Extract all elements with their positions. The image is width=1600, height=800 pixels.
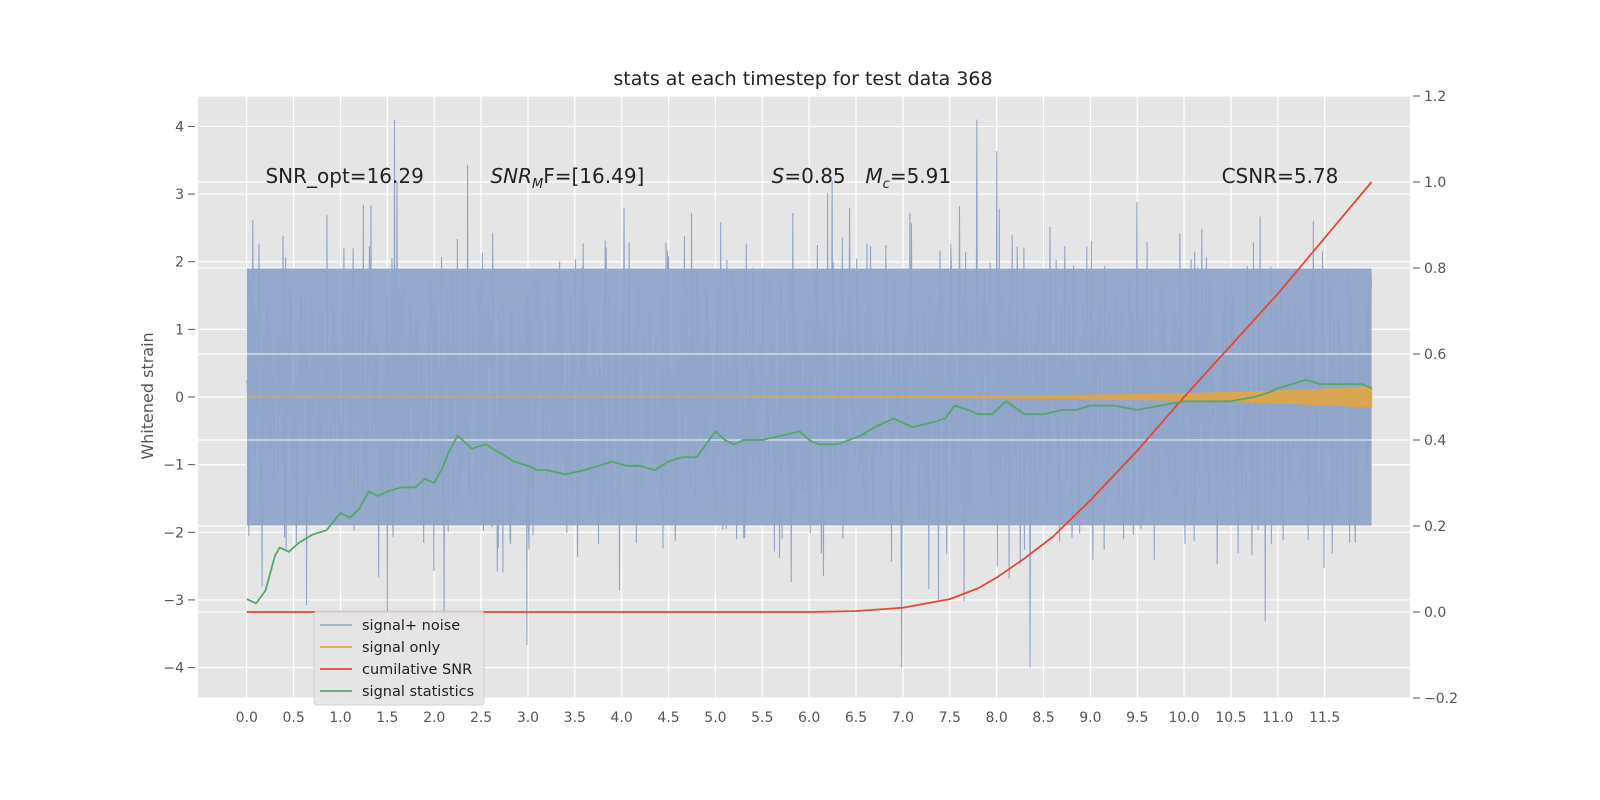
line-series <box>246 181 1373 613</box>
x-tick-label: 9.5 <box>1126 710 1148 726</box>
x-tick-label: 9.0 <box>1079 710 1101 726</box>
legend-label: signal+ noise <box>362 618 460 634</box>
x-tick-label: 1.5 <box>376 710 398 726</box>
x-tick-label: 6.5 <box>845 710 867 726</box>
y-tick-label: −2 <box>163 525 184 541</box>
y2-tick-label: 1.0 <box>1424 175 1446 191</box>
signal-noise-line <box>246 119 1373 668</box>
y-axis-label: Whitened strain <box>138 332 157 459</box>
annotation-text: S=0.85 <box>772 164 846 188</box>
series-line-2 <box>246 181 1373 613</box>
y-tick-label: 4 <box>175 119 184 135</box>
annotation-text: SNR_opt=16.29 <box>265 164 423 188</box>
x-tick-label: 10.0 <box>1169 710 1200 726</box>
series-line-3 <box>246 378 1372 605</box>
legend-box <box>313 610 485 706</box>
legend-label: cumilative SNR <box>362 662 472 678</box>
x-tick-label: 8.5 <box>1032 710 1054 726</box>
y-tick-label: −1 <box>163 458 184 474</box>
y-tick-label: 0 <box>175 390 184 406</box>
legend-label: signal only <box>362 640 441 656</box>
annotation-text: CSNR=5.78 <box>1222 164 1339 188</box>
x-tick-label: 7.0 <box>892 710 914 726</box>
y2-tick-label: 1.2 <box>1424 89 1446 105</box>
x-tick-label: 4.0 <box>611 710 633 726</box>
y-tick-label: 1 <box>175 322 184 338</box>
chart-title: stats at each timestep for test data 368 <box>613 68 992 90</box>
x-tick-label: 11.0 <box>1262 710 1293 726</box>
annotation-text: Mc=5.91 <box>865 164 951 192</box>
x-tick-label: 3.5 <box>564 710 586 726</box>
legend-label: signal statistics <box>362 684 474 700</box>
y2-tick-label: 0.8 <box>1424 261 1446 277</box>
x-tick-label: 0.0 <box>236 710 258 726</box>
y-tick-label: 3 <box>175 187 184 203</box>
y-tick-label: 2 <box>175 255 184 271</box>
x-tick-label: 0.5 <box>282 710 304 726</box>
x-tick-label: 6.0 <box>798 710 820 726</box>
axes: 0.0 0.5 1.0 1.5 2.0 2.5 3.0 3.5 4.0 4.5 5.0 5.5 6.0 6… <box>163 89 1458 726</box>
y2-tick-label: 0.4 <box>1424 433 1446 449</box>
x-tick-label: 1.0 <box>329 710 351 726</box>
x-tick-label: 4.5 <box>657 710 679 726</box>
x-tick-label: 11.5 <box>1309 710 1340 726</box>
x-tick-label: 2.0 <box>423 710 445 726</box>
signal-only-line <box>246 386 1373 408</box>
x-tick-label: 10.5 <box>1215 710 1246 726</box>
y-tick-label: −4 <box>163 661 184 677</box>
x-tick-label: 5.5 <box>751 710 773 726</box>
y2-tick-label: 0.0 <box>1424 605 1446 621</box>
x-tick-label: 2.5 <box>470 710 492 726</box>
x-tick-label: 3.0 <box>517 710 539 726</box>
y2-tick-label: 0.6 <box>1424 347 1446 363</box>
legend: signal+ noise signal only cumilative SNR si… <box>313 610 485 706</box>
y-tick-label: −3 <box>163 593 184 609</box>
annotations: SNR_opt=16.29 SNRMF=[16.49] S=0.85 Mc=5.91 C… <box>265 164 1338 192</box>
y2-tick-label: −0.2 <box>1424 691 1458 707</box>
x-tick-label: 7.5 <box>939 710 961 726</box>
annotation-text: SNRMF=[16.49] <box>490 164 644 192</box>
x-tick-label: 5.0 <box>704 710 726 726</box>
x-tick-label: 8.0 <box>985 710 1007 726</box>
signal-only-series <box>246 386 1373 408</box>
y2-tick-label: 0.2 <box>1424 519 1446 535</box>
